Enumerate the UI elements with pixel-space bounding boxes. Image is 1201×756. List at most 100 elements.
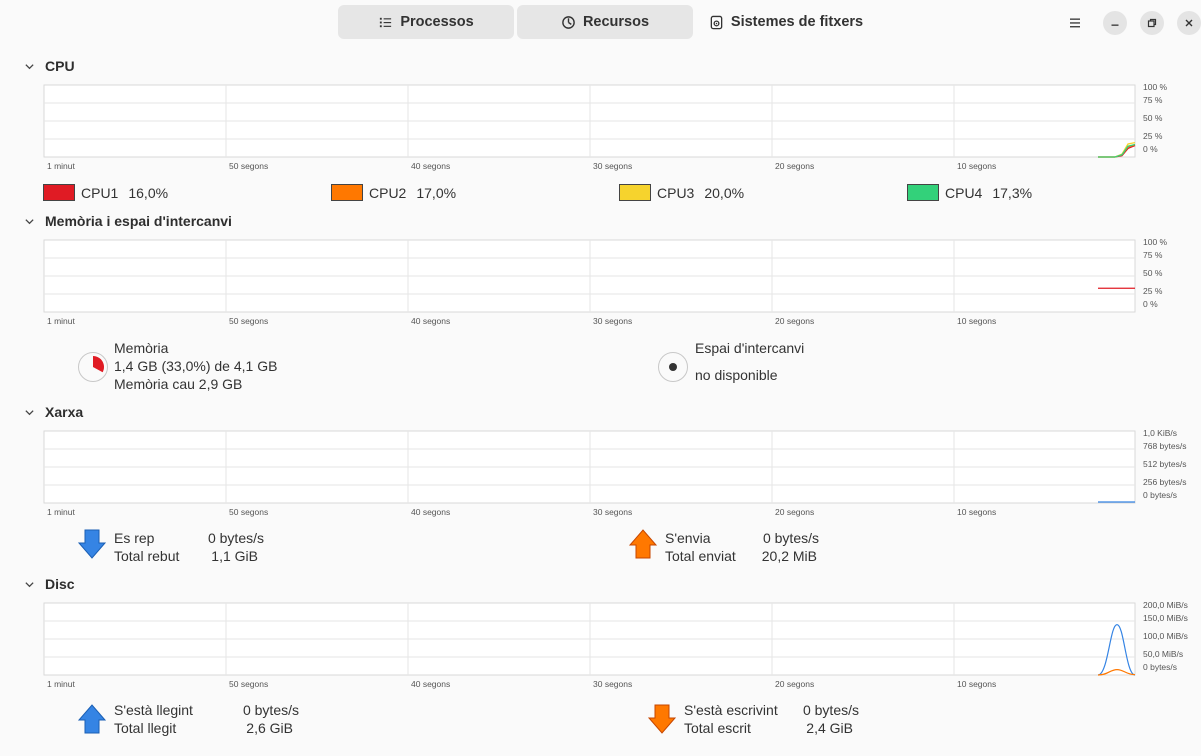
list-icon [380, 17, 392, 27]
receive-value: 0 bytes/s [207, 530, 264, 546]
write-arrow-icon[interactable] [647, 703, 677, 735]
disk-y-tick: 200,0 MiB/s [1143, 600, 1188, 610]
tab-filesystems-label: Sistemes de fitxers [730, 14, 864, 30]
cpu-graph: 1 minut 50 segons 40 segons 30 segons 20 seg… [43, 82, 1168, 171]
disk-x-tick: 10 segons [957, 679, 996, 689]
cpu2-legend[interactable]: CPU2 17,0% [331, 184, 456, 201]
network-y-tick: 1,0 KiB/s [1143, 428, 1177, 438]
cpu4-color-swatch[interactable] [907, 184, 939, 201]
swap-pie-icon[interactable] [657, 351, 689, 383]
memory-y-tick: 0 % [1143, 299, 1158, 309]
cpu-x-tick: 10 segons [957, 161, 996, 171]
cpu3-value: 20,0% [704, 184, 745, 201]
disk-section-title: Disc [45, 576, 75, 592]
tab-processes[interactable]: Processos [338, 5, 514, 39]
cpu-y-tick: 0 % [1143, 144, 1158, 154]
memory-x-tick: 10 segons [957, 316, 996, 326]
memory-pie-icon[interactable] [77, 351, 109, 383]
network-graph: 1 minut 50 segons 40 segons 30 segons 20 seg… [43, 428, 1186, 517]
memory-usage: 1,4 GB (33,0%) de 4,1 GB [114, 358, 278, 374]
disk-y-tick: 50,0 MiB/s [1143, 649, 1183, 659]
disk-y-tick: 0 bytes/s [1143, 662, 1177, 672]
disk-section-header[interactable]: Disc [24, 576, 75, 592]
disk-x-tick: 20 segons [775, 679, 814, 689]
cpu4-value: 17,3% [992, 184, 1033, 201]
cpu-series-cpu4 [1098, 143, 1136, 158]
cpu2-value: 17,0% [416, 184, 457, 201]
cpu-x-tick: 50 segons [229, 161, 268, 171]
cpu3-label: CPU3 [657, 184, 695, 201]
tab-resources-label: Recursos [582, 14, 650, 30]
memory-x-tick: 1 minut [47, 316, 76, 326]
network-x-tick: 50 segons [229, 507, 268, 517]
cpu-y-tick: 100 % [1143, 82, 1168, 92]
memory-x-tick: 50 segons [229, 316, 268, 326]
memory-x-tick: 40 segons [411, 316, 450, 326]
receive-total-label: Total rebut [114, 548, 180, 564]
memory-y-tick: 100 % [1143, 237, 1168, 247]
cpu1-legend[interactable]: CPU1 16,0% [43, 184, 168, 201]
memory-section-header[interactable]: Memòria i espai d'intercanvi [24, 213, 232, 229]
receive-arrow-icon[interactable] [77, 528, 107, 560]
network-x-tick: 30 segons [593, 507, 632, 517]
read-total-label: Total llegit [114, 720, 177, 736]
memory-usage-wedge [93, 356, 104, 373]
disk-y-tick: 150,0 MiB/s [1143, 613, 1188, 623]
tab-resources[interactable]: Recursos [517, 5, 693, 39]
close-icon [1185, 19, 1193, 27]
cpu3-legend[interactable]: CPU3 20,0% [619, 184, 744, 201]
chevron-down-icon [25, 409, 34, 415]
cpu-x-tick: 20 segons [775, 161, 814, 171]
cpu1-color-swatch[interactable] [43, 184, 75, 201]
disk-x-tick: 1 minut [47, 679, 76, 689]
memory-y-tick: 25 % [1143, 286, 1163, 296]
memory-section-title: Memòria i espai d'intercanvi [45, 213, 232, 229]
write-value: 0 bytes/s [802, 702, 859, 718]
gauge-icon [562, 15, 575, 29]
write-total-label: Total escrit [684, 720, 751, 736]
disk-read-line [1097, 623, 1136, 676]
read-value: 0 bytes/s [242, 702, 299, 718]
send-total: 20,2 MiB [761, 548, 817, 564]
cpu1-value: 16,0% [128, 184, 169, 201]
send-total-label: Total enviat [665, 548, 736, 564]
cpu-x-tick: 30 segons [593, 161, 632, 171]
network-section-header[interactable]: Xarxa [24, 404, 83, 420]
network-y-tick: 256 bytes/s [1143, 477, 1186, 487]
swap-dot [669, 363, 677, 371]
cpu-y-tick: 75 % [1143, 95, 1163, 105]
read-label: S'està llegint [114, 702, 193, 718]
cpu-x-tick: 1 minut [47, 161, 76, 171]
cpu-y-tick: 50 % [1143, 113, 1163, 123]
disk-x-tick: 30 segons [593, 679, 632, 689]
tab-filesystems[interactable]: Sistemes de fitxers [706, 5, 866, 39]
send-arrow-icon[interactable] [628, 528, 658, 560]
network-x-tick: 20 segons [775, 507, 814, 517]
cpu2-color-swatch[interactable] [331, 184, 363, 201]
cpu-x-tick: 40 segons [411, 161, 450, 171]
chevron-down-icon [25, 218, 34, 224]
disk-graph: 1 minut 50 segons 40 segons 30 segons 20 seg… [43, 600, 1188, 689]
minimize-button[interactable] [1103, 11, 1127, 35]
send-label: S'envia [665, 530, 711, 546]
close-button[interactable] [1177, 11, 1201, 35]
main-menu-button[interactable] [1063, 11, 1087, 35]
send-value: 0 bytes/s [762, 530, 819, 546]
network-x-tick: 1 minut [47, 507, 76, 517]
read-arrow-icon[interactable] [77, 703, 107, 735]
disk-x-tick: 40 segons [411, 679, 450, 689]
minimize-icon [1111, 24, 1119, 26]
maximize-button[interactable] [1140, 11, 1164, 35]
cpu3-color-swatch[interactable] [619, 184, 651, 201]
memory-x-tick: 20 segons [775, 316, 814, 326]
cpu-section-header[interactable]: CPU [24, 58, 75, 74]
memory-graph: 1 minut 50 segons 40 segons 30 segons 20 seg… [43, 237, 1168, 326]
cpu-section-title: CPU [45, 58, 75, 74]
receive-label: Es rep [114, 530, 155, 546]
disk-write-line [1097, 668, 1136, 676]
swap-status: no disponible [695, 367, 778, 383]
cpu1-label: CPU1 [81, 184, 119, 201]
cpu4-legend[interactable]: CPU4 17,3% [907, 184, 1032, 201]
memory-x-tick: 30 segons [593, 316, 632, 326]
